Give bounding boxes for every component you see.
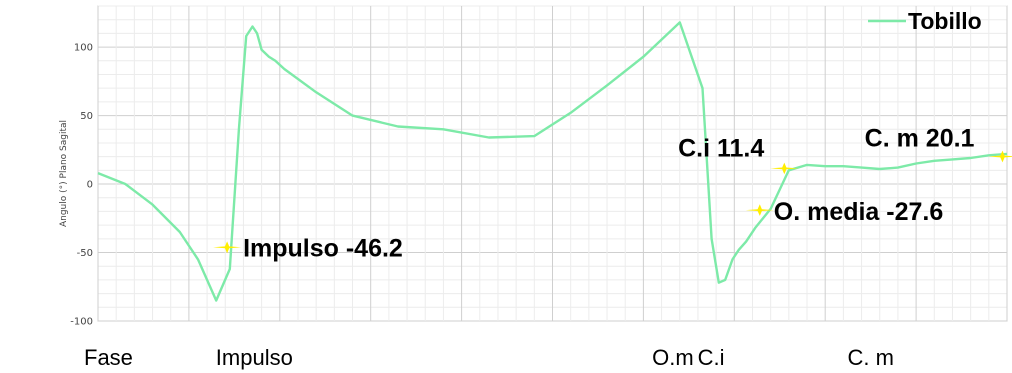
legend: Tobillo [868, 8, 982, 34]
phase-label: Fase [84, 345, 133, 370]
y-axis: 100 50 0 -50 -100 [70, 43, 93, 328]
annotation-marker [988, 150, 1012, 163]
series-layer [97, 21, 1008, 302]
annotation-label: C.i 11.4 [678, 134, 764, 162]
grid [97, 5, 1008, 322]
annotation-marker [770, 162, 799, 175]
annotation-label: C. m 20.1 [865, 125, 975, 153]
annotation-marker [213, 241, 242, 254]
annotation-marker [745, 204, 774, 216]
annotation-label: Impulso -46.2 [243, 234, 403, 262]
y-axis-label: Angulo (°) Plano Sagital [59, 120, 69, 227]
annotation-markers: Impulso -46.2 O. media -27.6 C.i 11.4 C. m … [213, 125, 1012, 262]
annotation-label: O. media -27.6 [774, 198, 944, 226]
phase-label: Impulso [216, 345, 293, 370]
phase-label: C. m [848, 345, 894, 370]
y-tick-label: -100 [70, 317, 93, 328]
legend-label: Tobillo [908, 8, 982, 34]
phase-label: O.m [652, 345, 694, 370]
y-tick-label: 0 [87, 180, 93, 191]
y-tick-label: -50 [77, 248, 93, 259]
series-line-tobillo [97, 21, 1008, 302]
y-tick-label: 100 [74, 43, 93, 54]
phase-labels: Fase Impulso O.m C.i C. m [84, 345, 894, 370]
y-tick-label: 50 [80, 111, 93, 122]
phase-label: C.i [698, 345, 725, 370]
